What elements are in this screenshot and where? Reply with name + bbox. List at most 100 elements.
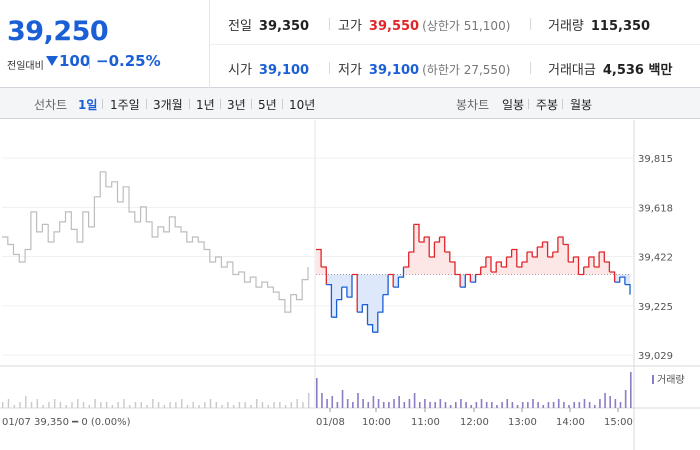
down-segment bbox=[357, 304, 363, 313]
price-chart[interactable]: 39,815 39,618 39,422 39,225 39,029 01/08 10:0… bbox=[0, 120, 700, 450]
up-fill bbox=[418, 241, 425, 275]
today-volume-bar bbox=[403, 402, 406, 408]
down-fill bbox=[362, 274, 368, 305]
today-volume-bar bbox=[573, 402, 575, 408]
today-volume-bar bbox=[568, 405, 570, 408]
up-segment bbox=[388, 273, 394, 288]
prev-volume-bar bbox=[111, 405, 114, 408]
prev-volume-bar bbox=[192, 402, 194, 408]
today-volume-bar bbox=[393, 399, 395, 408]
tab-1w[interactable]: 1주일 bbox=[110, 98, 140, 112]
prev-volume-bar bbox=[2, 402, 4, 408]
today-volume-bar bbox=[321, 393, 323, 408]
prev-volume-bar bbox=[65, 405, 67, 408]
prev-volume-bar bbox=[53, 399, 56, 408]
down-fill bbox=[367, 274, 373, 325]
prev-day-label: 01/07 39,350 ━ 0 (0.00%) bbox=[2, 417, 131, 428]
up-fill bbox=[501, 267, 507, 275]
prev-volume-bar bbox=[129, 405, 131, 408]
stat-divider bbox=[530, 62, 531, 74]
x-axis: 01/08 10:00 11:00 12:00 13:00 14:00 15:00 bbox=[316, 408, 633, 428]
up-segment bbox=[563, 243, 569, 262]
price-box: 39,250 전일대비 100 −0.25% bbox=[0, 0, 210, 88]
tab-divider bbox=[189, 99, 190, 109]
today-volume-bar bbox=[563, 402, 565, 408]
down-segment bbox=[460, 274, 466, 288]
prev-volume-bar bbox=[117, 402, 119, 408]
down-segment bbox=[336, 287, 343, 301]
prev-volume-bar bbox=[19, 402, 21, 408]
tab-divider bbox=[102, 99, 103, 109]
today-volume-bar bbox=[444, 402, 447, 408]
tab-monthly[interactable]: 월봉 bbox=[570, 98, 593, 112]
x-tick-label: 12:00 bbox=[460, 417, 489, 428]
prev-volume-bar bbox=[302, 402, 304, 408]
prev-volume-bar bbox=[169, 402, 171, 408]
down-fill bbox=[341, 274, 348, 288]
up-fill bbox=[583, 267, 590, 275]
y-tick-label: 39,225 bbox=[638, 302, 673, 313]
today-volume-bar bbox=[454, 402, 457, 408]
up-fill bbox=[480, 267, 487, 275]
volume-legend-swatch bbox=[652, 375, 654, 384]
stat-low: 저가 39,100 (하한가 27,550) bbox=[338, 59, 510, 78]
x-tick-label: 10:00 bbox=[362, 417, 391, 428]
stats-row-divider bbox=[210, 44, 700, 45]
tab-10y[interactable]: 10년 bbox=[289, 98, 316, 112]
up-segment bbox=[609, 271, 616, 283]
prev-volume-bar bbox=[88, 405, 91, 408]
tab-1y[interactable]: 1년 bbox=[196, 98, 215, 112]
today-volume-bar bbox=[341, 390, 344, 408]
down-fill bbox=[331, 274, 337, 318]
change-value: 100 bbox=[59, 52, 91, 70]
up-segment bbox=[480, 257, 487, 268]
prev-volume-bar bbox=[261, 402, 264, 408]
up-fill bbox=[557, 236, 564, 275]
stat-value: 39,550 bbox=[368, 19, 420, 34]
up-fill bbox=[424, 236, 430, 275]
x-tick-label: 11:00 bbox=[411, 417, 440, 428]
up-fill bbox=[496, 262, 502, 275]
y-tick-label: 39,815 bbox=[638, 154, 673, 165]
up-segment bbox=[485, 256, 492, 272]
up-fill bbox=[599, 251, 605, 275]
tab-divider bbox=[251, 99, 252, 109]
today-volume-bar bbox=[439, 399, 442, 408]
prev-volume-bar bbox=[13, 405, 15, 408]
today-volume-bar bbox=[527, 402, 529, 408]
tab-weekly[interactable]: 주봉 bbox=[536, 98, 559, 112]
down-fill bbox=[382, 274, 389, 295]
prev-volume-bar bbox=[186, 405, 189, 408]
today-volume-bar bbox=[516, 405, 519, 408]
stat-high: 고가 39,550 (상한가 51,100) bbox=[338, 15, 510, 34]
stat-prev-close: 전일 39,350 bbox=[228, 15, 309, 34]
prev-volume-bar bbox=[71, 402, 73, 408]
down-segment bbox=[614, 277, 621, 283]
down-fill bbox=[614, 274, 621, 283]
up-segment bbox=[578, 267, 585, 276]
today-volume-bar bbox=[624, 390, 627, 408]
prev-volume-bar bbox=[163, 405, 166, 408]
up-fill bbox=[491, 272, 497, 275]
tab-3y[interactable]: 3년 bbox=[227, 98, 246, 112]
up-fill bbox=[511, 249, 518, 275]
tab-1d[interactable]: 1일 bbox=[78, 98, 98, 112]
tab-3m[interactable]: 3개월 bbox=[153, 98, 183, 112]
up-segment bbox=[583, 257, 590, 268]
down-fill bbox=[393, 274, 399, 288]
today-volume-bar bbox=[588, 402, 591, 408]
up-segment bbox=[542, 241, 549, 257]
down-fill bbox=[346, 274, 353, 298]
prev-volume-bar bbox=[284, 405, 287, 408]
prev-volume-bar bbox=[152, 399, 154, 408]
tab-5y[interactable]: 5년 bbox=[258, 98, 277, 112]
today-volume-bar bbox=[336, 402, 339, 408]
today-volume-bar bbox=[542, 405, 545, 408]
prev-volume-bar bbox=[59, 402, 62, 408]
up-segment bbox=[547, 252, 554, 258]
prev-volume-bar bbox=[134, 402, 137, 408]
prev-volume-bar bbox=[105, 402, 108, 408]
prev-volume-bar bbox=[157, 402, 160, 408]
today-volume-bar bbox=[511, 402, 514, 408]
tab-daily[interactable]: 일봉 bbox=[502, 98, 525, 112]
